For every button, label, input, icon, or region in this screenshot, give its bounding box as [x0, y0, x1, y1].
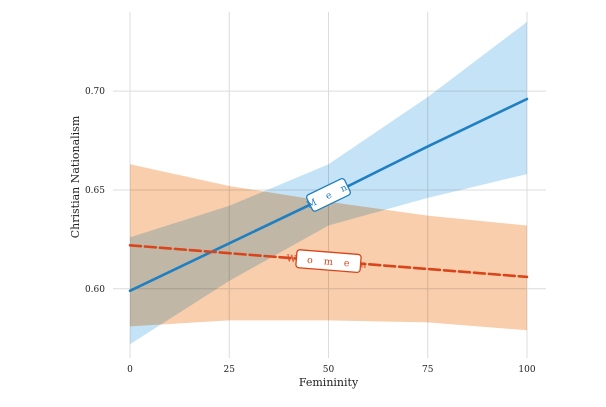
men-label-box	[306, 178, 351, 212]
axes: 0 25 50 75 100 0.60 0.65 0.70 Femininity Christia…	[69, 87, 536, 389]
confidence-bands	[130, 21, 527, 345]
x-tick-label: 0	[127, 365, 133, 375]
series-labels: M e nW o m e n	[286, 178, 371, 274]
y-tick-label: 0.60	[85, 285, 105, 295]
y-tick-label: 0.70	[85, 87, 105, 97]
women-label-group: W o m e n	[286, 249, 371, 274]
x-axis-title: Femininity	[299, 376, 359, 389]
x-tick-label: 100	[518, 365, 535, 375]
y-axis-title: Christian Nationalism	[69, 115, 82, 238]
x-tick-label: 75	[422, 365, 434, 375]
men-confidence-band	[130, 21, 527, 345]
y-tick-label: 0.65	[85, 186, 105, 196]
women-label-box	[295, 249, 362, 274]
women-confidence-band	[130, 164, 527, 331]
x-tick-label: 50	[323, 365, 335, 375]
x-tick-label: 25	[224, 365, 236, 375]
